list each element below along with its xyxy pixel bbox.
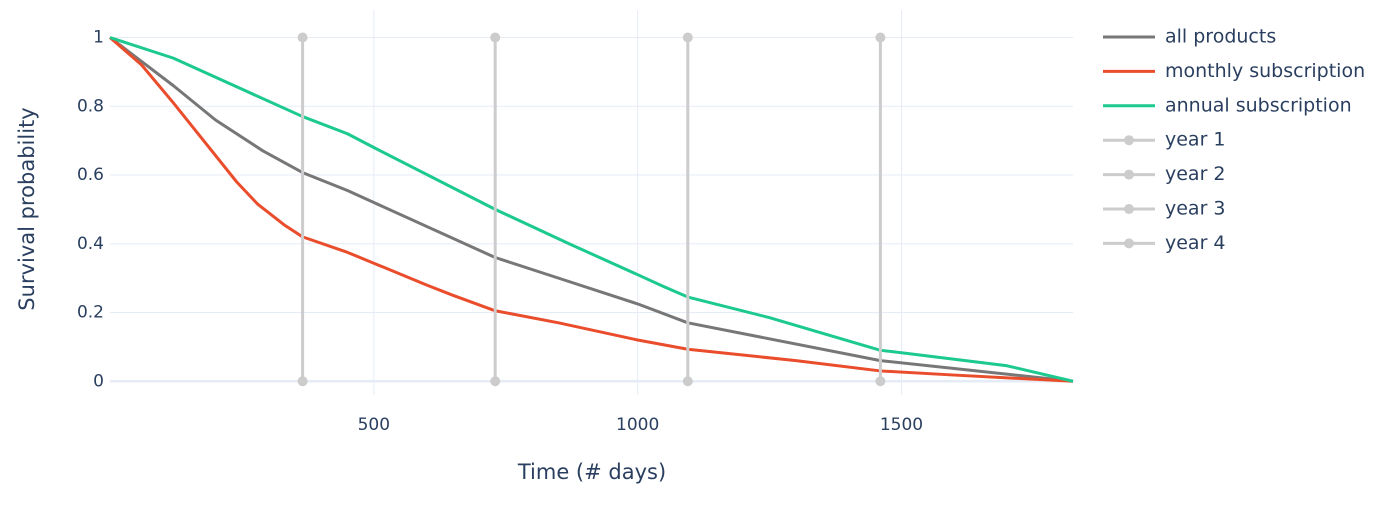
y-tick-label: 0 (93, 371, 104, 391)
legend-label: year 4 (1165, 232, 1226, 254)
legend-marker (1124, 135, 1134, 146)
x-tick-label: 1500 (880, 415, 923, 435)
y-tick-label: 0.6 (77, 165, 104, 185)
marker (490, 32, 501, 43)
marker (682, 32, 693, 43)
legend-label: year 3 (1165, 198, 1226, 220)
marker (875, 32, 886, 43)
marker (297, 376, 308, 387)
legend-label: annual subscription (1165, 94, 1352, 116)
marker (490, 376, 501, 387)
legend-label: year 1 (1165, 129, 1226, 151)
marker (682, 376, 693, 387)
y-tick-label: 0.4 (77, 234, 104, 254)
marker (297, 32, 308, 43)
x-tick-label: 500 (358, 415, 390, 435)
series-line (109, 36, 1074, 383)
legend-marker (1124, 238, 1134, 249)
x-tick-label: 1000 (616, 415, 659, 435)
y-tick-label: 0.2 (77, 303, 104, 323)
y-axis-title: Survival probability (15, 107, 39, 310)
series-line (109, 36, 1074, 383)
legend-label: monthly subscription (1165, 60, 1365, 82)
y-tick-label: 1 (93, 28, 104, 48)
marker (875, 376, 886, 387)
legend-label: all products (1165, 26, 1276, 48)
x-axis-title: Time (# days) (517, 460, 666, 484)
y-tick-label: 0.8 (77, 96, 104, 116)
legend-marker (1124, 204, 1134, 214)
legend-marker (1124, 169, 1134, 180)
legend-label: year 2 (1165, 163, 1226, 185)
